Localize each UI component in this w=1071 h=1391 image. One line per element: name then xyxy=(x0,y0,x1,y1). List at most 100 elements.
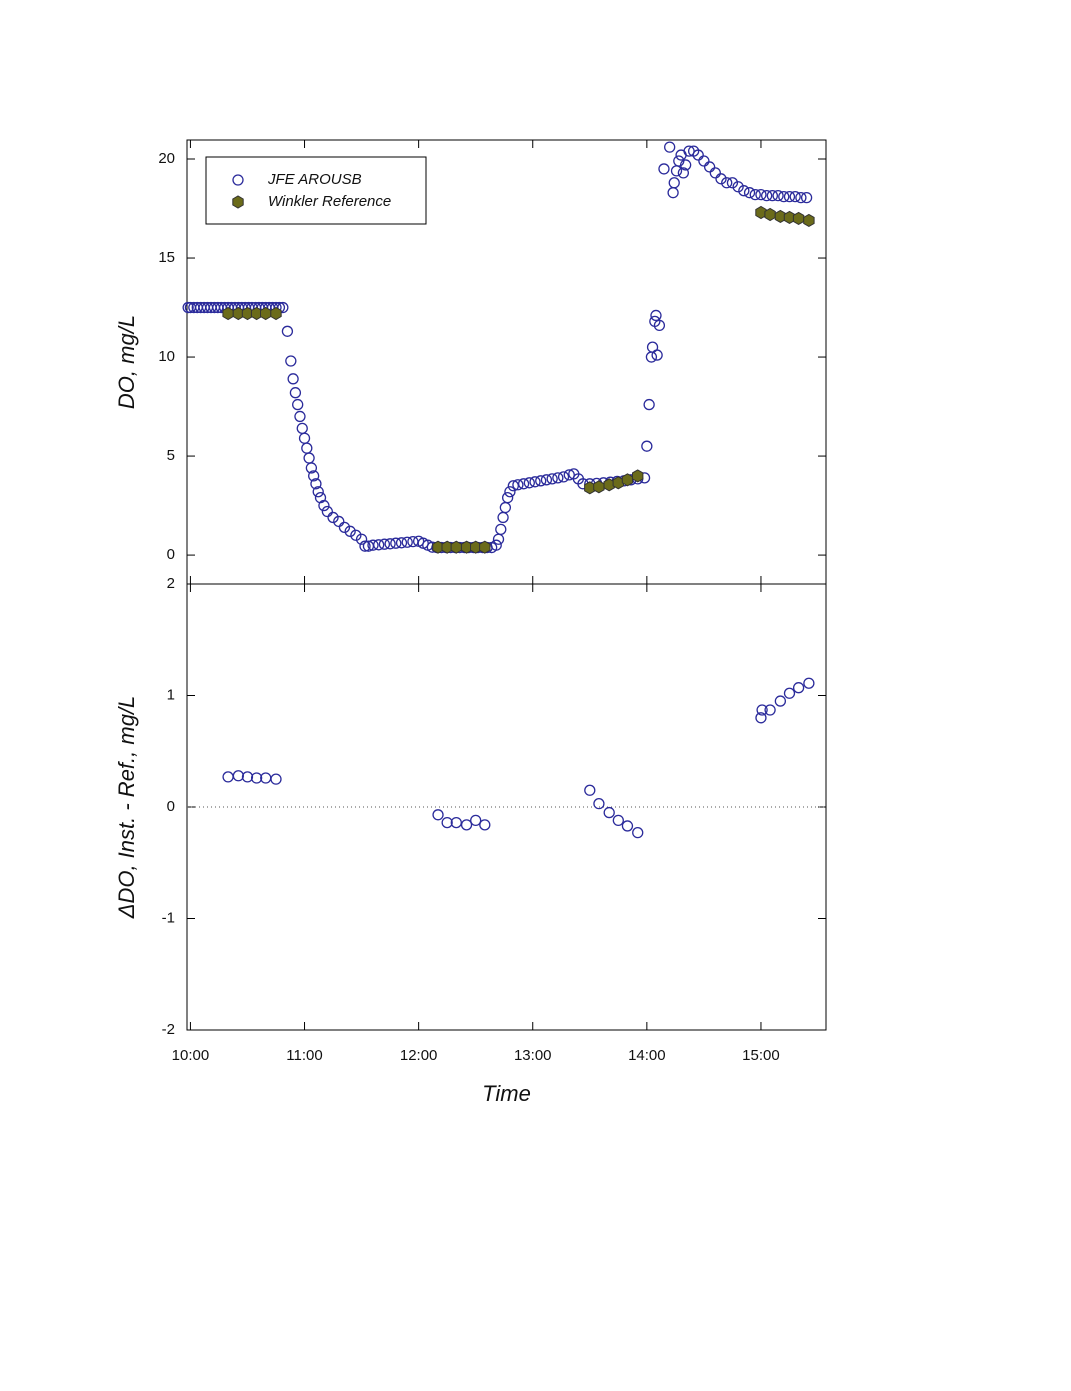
point xyxy=(312,486,324,498)
point xyxy=(359,540,371,552)
point xyxy=(479,819,491,831)
point xyxy=(670,165,683,177)
point xyxy=(703,161,716,173)
point xyxy=(645,351,658,363)
point xyxy=(664,141,676,153)
x-tick-label: 15:00 xyxy=(742,1047,780,1064)
y-tick-label: 0 xyxy=(167,546,175,563)
point xyxy=(709,167,721,179)
point xyxy=(298,432,311,444)
point xyxy=(378,538,391,550)
point xyxy=(621,473,634,487)
point xyxy=(683,145,695,157)
point xyxy=(698,155,710,167)
point xyxy=(764,207,776,222)
y-tick-label: 5 xyxy=(167,447,175,464)
point xyxy=(789,190,801,203)
y-axis-label: ΔDO, Inst. - Ref., mg/L xyxy=(114,696,139,920)
point xyxy=(563,469,575,481)
point xyxy=(557,471,570,483)
point xyxy=(774,695,787,707)
point xyxy=(285,355,297,367)
point xyxy=(222,771,234,783)
point xyxy=(395,537,408,549)
point xyxy=(232,770,244,782)
point xyxy=(479,540,491,554)
legend-marker xyxy=(232,174,244,186)
point xyxy=(783,687,796,699)
y-tick-label: 15 xyxy=(158,249,175,266)
point xyxy=(535,475,547,487)
y-tick-label: -1 xyxy=(162,909,175,926)
y-tick-label: 0 xyxy=(167,798,175,815)
point xyxy=(641,440,653,452)
point xyxy=(260,306,272,321)
point xyxy=(772,189,784,202)
plot-frame xyxy=(186,583,827,1031)
point xyxy=(593,480,605,494)
point xyxy=(755,712,767,724)
point xyxy=(803,677,815,689)
point xyxy=(495,523,507,535)
point xyxy=(593,798,605,810)
point xyxy=(677,167,690,179)
point xyxy=(450,540,462,554)
point xyxy=(795,191,807,204)
point xyxy=(584,784,596,796)
point xyxy=(651,349,663,361)
point xyxy=(546,473,558,485)
point xyxy=(333,515,345,528)
point xyxy=(490,539,502,551)
point xyxy=(450,816,462,829)
point xyxy=(460,819,473,831)
point xyxy=(367,539,379,551)
point xyxy=(432,809,444,821)
point xyxy=(470,814,482,827)
point xyxy=(738,185,750,197)
point xyxy=(755,189,767,201)
point xyxy=(756,704,768,716)
legend-box xyxy=(205,156,427,225)
point xyxy=(373,539,385,551)
point xyxy=(308,470,320,482)
point xyxy=(692,149,704,161)
point xyxy=(303,452,315,464)
x-tick-label: 11:00 xyxy=(286,1047,322,1064)
x-tick-label: 10:00 xyxy=(172,1047,210,1064)
point xyxy=(281,325,294,337)
point xyxy=(497,511,509,524)
y-tick-label: -2 xyxy=(162,1021,175,1038)
point xyxy=(803,213,815,227)
point xyxy=(222,306,234,321)
point xyxy=(305,462,318,474)
point xyxy=(679,159,692,171)
point xyxy=(499,501,512,514)
y-tick-label: 2 xyxy=(167,575,175,592)
y-tick-label: 10 xyxy=(158,348,175,365)
point xyxy=(792,211,805,225)
point xyxy=(715,173,727,185)
x-tick-label: 14:00 xyxy=(628,1047,666,1064)
point xyxy=(321,505,334,518)
point xyxy=(292,398,304,411)
point xyxy=(726,177,739,189)
point xyxy=(653,319,666,332)
point xyxy=(749,189,761,201)
point xyxy=(241,771,254,783)
point xyxy=(766,189,779,202)
point xyxy=(778,190,790,203)
point xyxy=(517,478,530,490)
point xyxy=(540,474,553,486)
legend-label: Winkler Reference xyxy=(268,193,391,210)
point xyxy=(529,476,541,488)
point xyxy=(643,398,655,411)
point xyxy=(523,477,535,489)
point xyxy=(667,187,679,199)
point xyxy=(612,814,624,827)
point xyxy=(792,682,805,694)
point xyxy=(761,189,773,202)
x-tick-label: 13:00 xyxy=(514,1047,552,1064)
point xyxy=(783,190,796,203)
point xyxy=(270,306,282,321)
x-axis-label: Time xyxy=(482,1081,531,1106)
